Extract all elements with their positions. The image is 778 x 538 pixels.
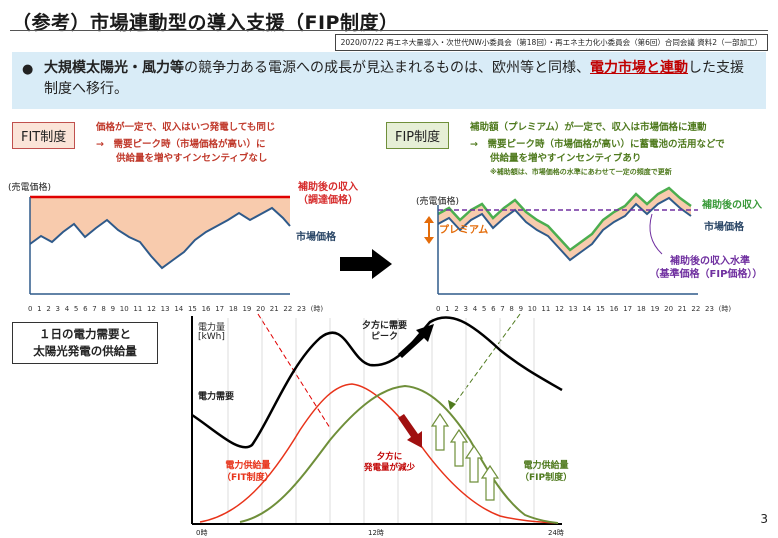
page-title: （参考）市場連動型の導入支援（FIP制度） bbox=[12, 12, 399, 34]
peak-label-1: 夕方に需要 bbox=[362, 321, 408, 331]
right-arrow-icon bbox=[340, 249, 392, 279]
decrease-label-2: 発電量が減少 bbox=[364, 463, 416, 473]
fip-supply-curve bbox=[239, 384, 559, 524]
fip-subsidy-line bbox=[437, 186, 692, 252]
fip-pointer-line bbox=[449, 313, 521, 411]
page-number: 3 bbox=[760, 512, 768, 526]
fit-market-label: 市場価格 bbox=[296, 232, 336, 243]
x-tick-12: 12時 bbox=[368, 529, 384, 537]
fip-supply-label-2: （FIP制度） bbox=[520, 473, 573, 483]
fip-note-3: 供給量を増やすインセンティブあり bbox=[490, 153, 642, 164]
daily-demand-line-1: １日の電力需要と bbox=[39, 327, 131, 341]
decrease-label: 夕方に 発電量が減少 bbox=[364, 452, 415, 474]
fip-supply-label-1: 電力供給量 bbox=[523, 461, 569, 471]
fit-note-1: 価格が一定で、収入はいつ発電しても同じ bbox=[96, 122, 276, 133]
fit-below-fill bbox=[30, 208, 290, 284]
fip-hour-ticks: 0 1 2 3 4 5 6 7 8 9 10 11 12 13 14 15 16… bbox=[436, 305, 732, 313]
fip-note-1: 補助額（プレミアム）が一定で、収入は市場価格に連動 bbox=[470, 122, 707, 133]
fit-tag: FIT制度 bbox=[12, 122, 76, 149]
fip-chart bbox=[437, 186, 698, 295]
summary-text: 大規模太陽光・風力等の競争力ある電源への成長が見込まれるものは、欧州等と同様、電… bbox=[44, 58, 744, 100]
title-underline bbox=[10, 30, 768, 31]
fit-supply-curve bbox=[199, 383, 556, 524]
fit-note-3: 供給量を増やすインセンティブなし bbox=[116, 153, 268, 164]
fit-subsidy-label-2: （調達価格） bbox=[298, 195, 358, 206]
fip-market-line bbox=[437, 196, 692, 262]
fit-market-line bbox=[29, 206, 291, 270]
summary-banner bbox=[12, 52, 766, 109]
fit-subsidy-label-1: 補助後の収入 bbox=[298, 182, 358, 193]
demand-label: 電力需要 bbox=[198, 392, 235, 402]
diagram-yaxis-label-2: [kWh] bbox=[198, 332, 225, 342]
peak-label: 夕方に需要 ピーク bbox=[362, 321, 407, 343]
fip-note-4: ※補助額は、市場価格の水準にあわせて一定の頻度で更新 bbox=[490, 168, 672, 176]
summary-part2: の競争力ある電源への成長が見込まれるものは、欧州等と同様、 bbox=[184, 60, 590, 76]
peak-arrow-icon bbox=[398, 324, 434, 358]
fit-hour-ticks: 0 1 2 3 4 5 6 7 8 9 10 11 12 13 14 15 16… bbox=[28, 305, 324, 313]
decrease-arrow-icon bbox=[398, 414, 422, 448]
fip-base-pointer bbox=[649, 213, 663, 255]
daily-demand-line-2: 太陽光発電の供給量 bbox=[33, 344, 137, 358]
demand-curve bbox=[191, 316, 563, 449]
decrease-label-1: 夕方に bbox=[376, 452, 403, 462]
fip-supply-label: 電力供給量 （FIP制度） bbox=[520, 460, 572, 484]
fit-axis-label: (売電価格) bbox=[8, 183, 52, 193]
summary-part4: した支援制度へ移行。 bbox=[44, 60, 744, 97]
fip-note-2: → 需要ピーク時（市場価格が高い）に蓄電池の活用などで bbox=[470, 139, 725, 150]
daily-demand-box: １日の電力需要と 太陽光発電の供給量 bbox=[12, 322, 158, 364]
x-tick-24: 24時 bbox=[548, 529, 564, 537]
bullet-icon: ● bbox=[22, 62, 34, 77]
fip-base-label-2: （基準価格（FIP価格）） bbox=[649, 269, 763, 280]
x-tick-0: 0時 bbox=[196, 529, 208, 537]
summary-part3: 電力市場と連動 bbox=[590, 60, 688, 76]
peak-label-2: ピーク bbox=[371, 332, 399, 342]
demand-supply-diagram bbox=[191, 313, 563, 525]
fip-base-label-1: 補助後の収入水準 bbox=[670, 256, 750, 267]
diagram-yaxis-label-1: 電力量 bbox=[198, 323, 226, 333]
summary-part1: 大規模太陽光・風力等 bbox=[44, 60, 184, 76]
supply-up-arrows-icon bbox=[430, 412, 500, 501]
fip-premium-label: プレミアム bbox=[439, 225, 489, 236]
fit-supply-label: 電力供給量 （FIT制度） bbox=[222, 460, 274, 484]
fit-supply-label-2: （FIT制度） bbox=[222, 473, 274, 483]
fip-premium-area bbox=[438, 188, 691, 260]
fip-subsidy-label: 補助後の収入 bbox=[702, 200, 762, 211]
fit-note-2: → 需要ピーク時（市場価格が高い）に bbox=[96, 139, 266, 150]
source-citation: 2020/07/22 再エネ大量導入・次世代NW小委員会（第18回）・再エネ主力… bbox=[334, 34, 768, 51]
fip-axis-label: (売電価格) bbox=[416, 197, 460, 207]
fit-chart bbox=[29, 195, 291, 295]
premium-arrow-icon bbox=[424, 216, 434, 244]
fip-tag: FIP制度 bbox=[386, 122, 450, 149]
fit-supply-label-1: 電力供給量 bbox=[225, 461, 271, 471]
fip-market-label: 市場価格 bbox=[704, 222, 744, 233]
